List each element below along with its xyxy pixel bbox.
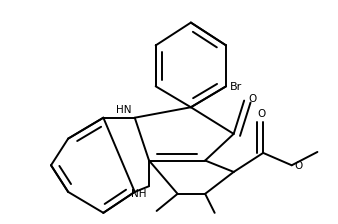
Text: HN: HN xyxy=(116,105,132,115)
Text: Br: Br xyxy=(230,82,242,92)
Text: NH: NH xyxy=(131,189,146,199)
Text: O: O xyxy=(248,94,256,104)
Text: O: O xyxy=(257,109,265,119)
Text: O: O xyxy=(295,161,303,171)
